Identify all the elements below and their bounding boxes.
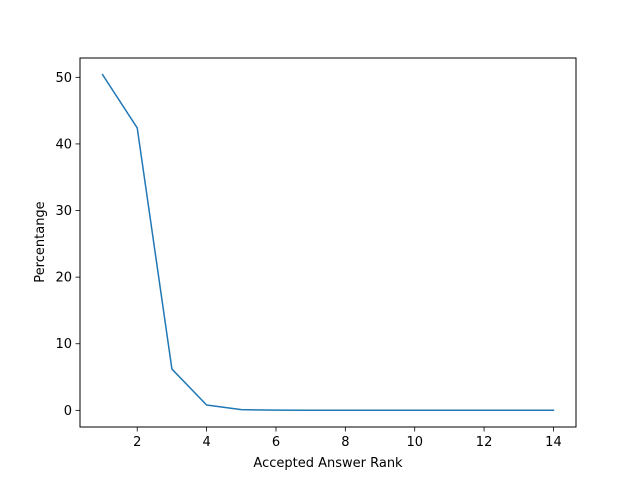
x-tick-label: 10: [406, 435, 423, 450]
x-tick-label: 8: [341, 435, 349, 450]
y-axis-label: Percentange: [33, 201, 48, 282]
x-tick-label: 6: [272, 435, 280, 450]
x-axis-label: Accepted Answer Rank: [253, 456, 403, 471]
x-tick-label: 4: [202, 435, 210, 450]
y-tick-label: 20: [55, 271, 72, 286]
y-tick-label: 10: [55, 337, 72, 352]
axis-ticks: 2 4 6 8 10 12 14 0 10 20 30 40 50: [55, 71, 561, 450]
x-tick-label: 2: [133, 435, 141, 450]
y-tick-label: 40: [55, 137, 72, 152]
y-tick-label: 30: [55, 204, 72, 219]
series-line-0: [101, 73, 555, 411]
plot-area: [101, 73, 555, 411]
axes-frame: [79, 57, 577, 428]
y-tick-label: 50: [55, 71, 72, 86]
x-tick-label: 14: [545, 435, 562, 450]
y-tick-label: 0: [64, 404, 72, 419]
x-tick-label: 12: [476, 435, 493, 450]
